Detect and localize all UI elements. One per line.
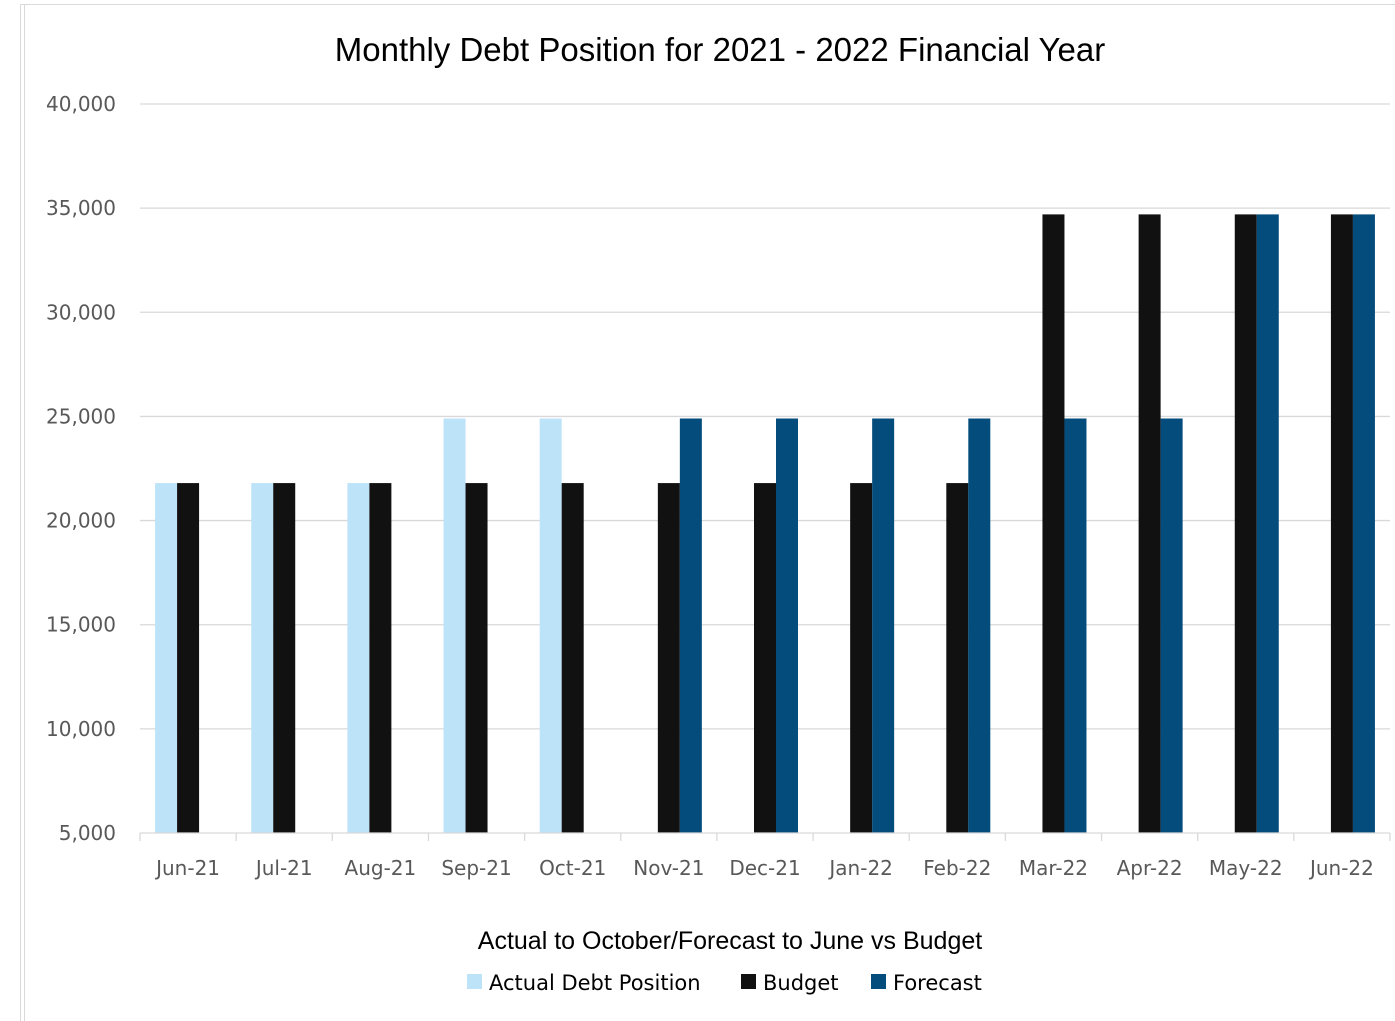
x-tick-label: Nov-21 [633,856,704,880]
bar [273,483,296,833]
bars [155,214,1375,834]
y-tick-label: 35,000 [46,196,116,220]
bar [251,483,274,833]
bar [754,483,776,833]
y-tick-label: 25,000 [46,404,116,428]
legend-swatch [741,974,756,989]
y-tick-label: 15,000 [46,613,116,637]
legend-label: Forecast [893,971,982,995]
bar [1160,418,1183,833]
bar [1256,214,1279,834]
bar [1352,214,1375,834]
y-axis: 5,000 10,000 15,000 20,000 25,000 30,000 35,00… [46,92,116,845]
x-tick-label: Feb-22 [923,856,991,880]
x-tick-label: Oct-21 [539,856,606,880]
y-tick-label: 10,000 [46,717,116,741]
x-tick-label: Jun-21 [154,856,220,880]
bar [872,418,895,833]
chart-title: Monthly Debt Position for 2021 - 2022 Fi… [335,31,1105,68]
bar [657,483,680,833]
bar [968,418,991,833]
x-axis: Jun-21 Jul-21 Aug-21 Sep-21 Oct-21 Nov-21 Dec-… [139,832,1391,880]
y-tick-label: 5,000 [59,821,116,845]
chart-subtitle: Actual to October/Forecast to June vs Bu… [478,927,982,955]
y-tick-label: 20,000 [46,509,116,533]
legend-swatch [871,974,886,989]
bar [465,483,488,833]
bar [539,418,562,833]
bar [679,418,702,833]
bar [946,483,969,833]
bar [1138,214,1161,834]
bar [1064,418,1087,833]
bar [369,483,392,833]
legend-label: Budget [763,971,839,995]
legend-swatch [467,974,482,989]
legend: Actual Debt Position Budget Forecast [467,971,982,995]
bar [776,418,798,833]
bar [177,483,200,833]
x-tick-label: Aug-21 [345,856,417,880]
y-tick-label: 30,000 [46,300,116,324]
bar [850,483,873,833]
bar [155,483,178,833]
bar [1042,214,1065,834]
bar [1234,214,1257,834]
x-tick-label: Apr-22 [1117,856,1183,880]
bar [561,483,584,833]
y-tick-label: 40,000 [46,92,116,116]
bar [347,483,370,833]
x-tick-label: Jul-21 [254,856,313,880]
legend-label: Actual Debt Position [489,971,701,995]
x-tick-label: Jun-22 [1308,856,1374,880]
x-tick-label: May-22 [1209,856,1283,880]
x-tick-label: Dec-21 [729,856,800,880]
x-tick-label: Sep-21 [441,856,511,880]
bar [443,418,466,833]
bar [1330,214,1353,834]
x-tick-label: Jan-22 [827,856,893,880]
x-tick-label: Mar-22 [1019,856,1088,880]
